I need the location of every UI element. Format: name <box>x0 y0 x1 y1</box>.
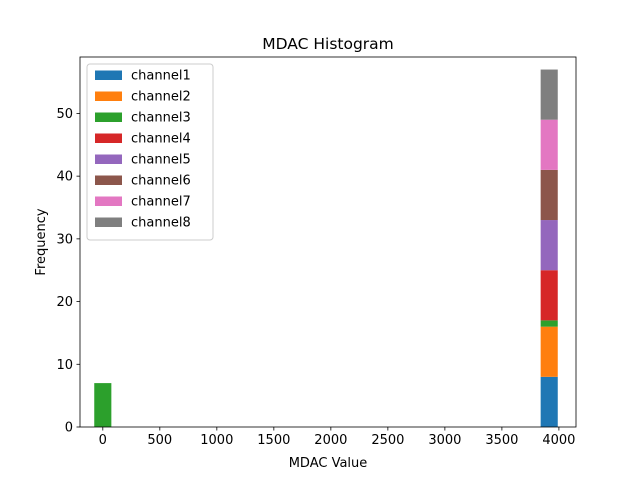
y-tick-label: 10 <box>56 358 73 373</box>
y-axis-label: Frequency <box>34 208 49 275</box>
legend-swatch-channel7 <box>95 196 122 206</box>
bar-channel3-bin-0 <box>94 383 112 427</box>
legend-label-channel1: channel1 <box>131 69 191 84</box>
legend-label-channel2: channel2 <box>131 90 191 105</box>
legend-swatch-channel3 <box>95 112 122 122</box>
y-tick-label: 30 <box>56 232 73 247</box>
bar-channel2-bin-1 <box>540 326 558 377</box>
bar-channel3-bin-1 <box>540 320 558 327</box>
x-tick-label: 3500 <box>485 433 518 448</box>
legend-label-channel7: channel7 <box>131 195 191 210</box>
legend: channel1 channel2 channel3 channel4 channel5… <box>86 63 214 241</box>
legend-label-channel6: channel6 <box>131 174 191 189</box>
bar-channel1-bin-1 <box>540 376 558 427</box>
x-tick-label: 3000 <box>428 433 461 448</box>
legend-swatch-channel1 <box>95 70 122 80</box>
x-tick-label: 1000 <box>200 433 233 448</box>
legend-label-channel5: channel5 <box>131 153 191 168</box>
chart-title: MDAC Histogram <box>262 35 394 53</box>
x-tick-label: 500 <box>147 433 172 448</box>
y-axis-ticks: 0 10 20 30 40 50 <box>56 107 80 436</box>
y-tick-label: 0 <box>65 421 73 436</box>
x-axis-ticks: 0 500 1000 1500 2000 2500 3000 3500 4000 <box>99 427 575 448</box>
legend-swatch-channel8 <box>95 217 122 227</box>
x-axis-label: MDAC Value <box>289 456 368 471</box>
legend-label-channel8: channel8 <box>131 216 191 231</box>
plot-area-frame <box>79 56 577 428</box>
bar-channel5-bin-1 <box>540 220 558 271</box>
x-tick-label: 2000 <box>314 433 347 448</box>
bar-channel8-bin-1 <box>540 69 558 120</box>
x-tick-label: 1500 <box>257 433 290 448</box>
legend-frame <box>86 63 214 241</box>
bars-group <box>94 69 558 427</box>
legend-swatch-channel5 <box>95 154 122 164</box>
y-tick-label: 20 <box>56 295 73 310</box>
legend-label-channel4: channel4 <box>131 132 191 147</box>
x-tick-label: 0 <box>99 433 107 448</box>
legend-swatch-channel4 <box>95 133 122 143</box>
y-tick-label: 50 <box>56 107 73 122</box>
y-tick-label: 40 <box>56 170 73 185</box>
bar-channel6-bin-1 <box>540 169 558 221</box>
legend-swatch-channel6 <box>95 175 122 185</box>
bar-channel7-bin-1 <box>540 119 558 170</box>
x-tick-label: 4000 <box>542 433 575 448</box>
legend-label-channel3: channel3 <box>131 111 191 126</box>
x-tick-label: 2500 <box>371 433 404 448</box>
bar-channel4-bin-1 <box>540 270 558 321</box>
legend-swatch-channel2 <box>95 91 122 101</box>
